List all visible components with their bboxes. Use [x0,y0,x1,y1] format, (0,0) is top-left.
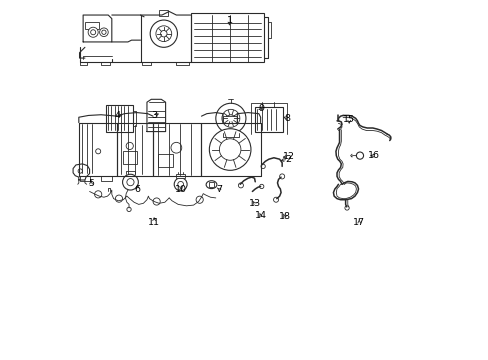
Text: 3: 3 [151,111,157,120]
Circle shape [238,183,243,188]
Circle shape [160,31,167,37]
Text: 16: 16 [367,151,380,160]
Bar [159,10,168,16]
Circle shape [178,181,183,187]
Text: 15: 15 [343,114,354,123]
Circle shape [126,179,134,186]
Text: 12: 12 [283,152,295,161]
Bar [106,105,133,132]
Circle shape [156,26,171,41]
Circle shape [356,152,363,159]
Circle shape [100,28,108,37]
Circle shape [171,142,182,153]
Bar [223,116,237,123]
Circle shape [219,139,241,160]
Text: 4: 4 [115,111,121,120]
Circle shape [196,196,203,203]
Text: 6: 6 [134,185,141,194]
Circle shape [209,129,250,170]
Bar [85,22,99,30]
Circle shape [122,174,138,190]
Circle shape [153,198,160,205]
Circle shape [215,103,245,134]
Circle shape [174,178,187,191]
Circle shape [96,149,101,154]
Text: 11: 11 [148,218,160,227]
Circle shape [102,30,106,35]
Bar [158,154,172,167]
Circle shape [126,142,133,149]
Text: 10: 10 [174,185,186,194]
Bar [122,151,137,164]
Circle shape [261,164,265,168]
Bar [190,13,264,62]
Circle shape [115,195,122,202]
Text: 1: 1 [226,16,232,25]
Text: 14: 14 [254,211,266,220]
Circle shape [88,27,98,37]
Circle shape [126,207,131,212]
Ellipse shape [206,181,217,189]
Circle shape [150,20,177,47]
Circle shape [222,109,239,127]
Bar [208,182,214,187]
Text: 2: 2 [285,155,291,164]
Circle shape [94,191,102,198]
Text: 5: 5 [88,179,94,188]
Text: 8: 8 [284,114,290,123]
Bar [254,107,282,132]
Circle shape [78,169,82,173]
Text: 18: 18 [278,212,290,221]
Text: 17: 17 [352,218,365,227]
Circle shape [279,174,284,179]
Circle shape [227,115,234,122]
Text: 13: 13 [248,199,260,208]
Circle shape [344,206,348,210]
Text: 7: 7 [216,185,222,194]
Circle shape [90,30,96,35]
Circle shape [259,184,264,189]
Bar [176,174,184,178]
Text: 9: 9 [258,104,264,113]
Circle shape [273,197,278,202]
